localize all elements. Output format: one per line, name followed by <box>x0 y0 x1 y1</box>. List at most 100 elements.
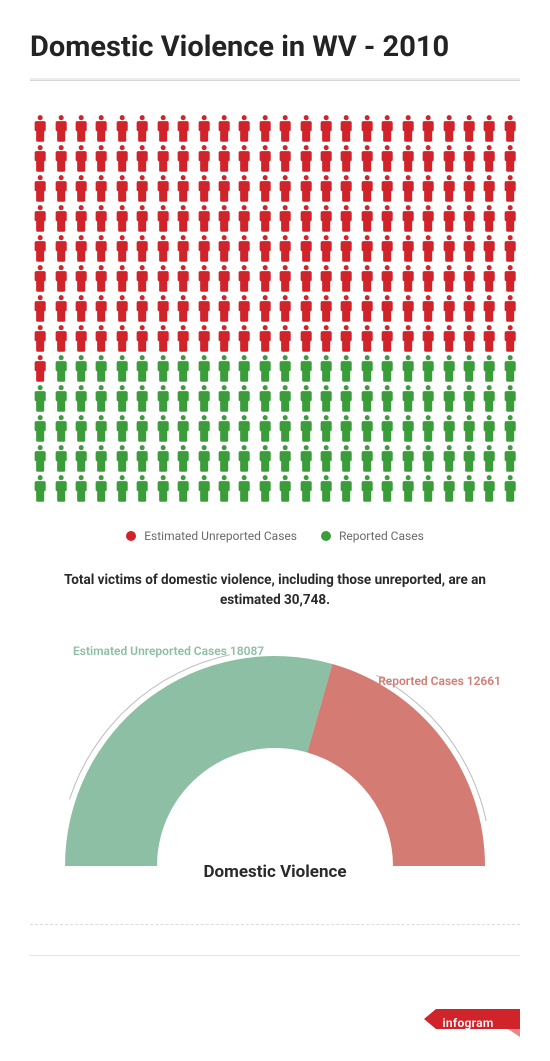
person-icon <box>256 325 274 353</box>
person-icon <box>72 355 90 383</box>
person-icon <box>501 475 519 503</box>
person-icon <box>399 325 417 353</box>
person-icon <box>113 415 131 443</box>
person-icon <box>378 445 396 473</box>
infogram-ribbon[interactable]: infogram <box>424 1009 520 1037</box>
person-icon <box>133 235 151 263</box>
person-icon <box>501 145 519 173</box>
person-icon <box>460 235 478 263</box>
person-icon <box>460 415 478 443</box>
person-icon <box>378 145 396 173</box>
person-icon <box>52 475 70 503</box>
person-icon <box>480 385 498 413</box>
person-icon <box>52 295 70 323</box>
person-icon <box>195 205 213 233</box>
person-icon <box>276 235 294 263</box>
person-icon <box>297 325 315 353</box>
person-icon <box>174 205 192 233</box>
person-icon <box>419 235 437 263</box>
person-icon <box>317 475 335 503</box>
legend-item-unreported: Estimated Unreported Cases <box>126 529 297 543</box>
person-icon <box>72 295 90 323</box>
person-icon <box>297 445 315 473</box>
person-icon <box>195 145 213 173</box>
person-icon <box>480 475 498 503</box>
person-icon <box>235 235 253 263</box>
person-icon <box>256 175 274 203</box>
person-icon <box>501 205 519 233</box>
person-icon <box>297 295 315 323</box>
person-icon <box>72 235 90 263</box>
person-icon <box>399 235 417 263</box>
person-icon <box>31 235 49 263</box>
person-icon <box>297 175 315 203</box>
person-icon <box>337 445 355 473</box>
gauge-chart: Estimated Unreported Cases 18087 Reporte… <box>30 650 520 910</box>
person-icon <box>92 325 110 353</box>
legend-dot-unreported <box>126 531 136 541</box>
person-icon <box>215 385 233 413</box>
person-icon <box>31 445 49 473</box>
person-icon <box>297 355 315 383</box>
person-icon <box>52 355 70 383</box>
person-icon <box>358 415 376 443</box>
person-icon <box>235 145 253 173</box>
person-icon <box>378 475 396 503</box>
person-icon <box>72 445 90 473</box>
person-icon <box>358 115 376 143</box>
person-icon <box>440 325 458 353</box>
person-icon <box>154 475 172 503</box>
person-icon <box>174 355 192 383</box>
person-icon <box>113 235 131 263</box>
person-icon <box>480 205 498 233</box>
person-icon <box>460 175 478 203</box>
person-icon <box>378 355 396 383</box>
person-icon <box>92 115 110 143</box>
person-icon <box>297 415 315 443</box>
person-icon <box>256 445 274 473</box>
person-icon <box>195 445 213 473</box>
person-icon <box>317 385 335 413</box>
person-icon <box>256 385 274 413</box>
person-icon <box>378 265 396 293</box>
person-icon <box>72 205 90 233</box>
person-icon <box>235 445 253 473</box>
person-icon <box>337 205 355 233</box>
person-icon <box>72 475 90 503</box>
person-icon <box>337 355 355 383</box>
person-icon <box>195 295 213 323</box>
person-icon <box>113 385 131 413</box>
person-icon <box>31 145 49 173</box>
person-icon <box>92 355 110 383</box>
person-icon <box>113 445 131 473</box>
person-icon <box>501 325 519 353</box>
person-icon <box>195 415 213 443</box>
person-icon <box>92 205 110 233</box>
person-icon <box>276 415 294 443</box>
person-icon <box>31 295 49 323</box>
person-icon <box>358 205 376 233</box>
legend-item-reported: Reported Cases <box>321 529 424 543</box>
person-icon <box>501 115 519 143</box>
person-icon <box>256 415 274 443</box>
person-icon <box>337 415 355 443</box>
person-icon <box>460 205 478 233</box>
person-icon <box>235 265 253 293</box>
person-icon <box>174 415 192 443</box>
person-icon <box>297 145 315 173</box>
person-icon <box>256 205 274 233</box>
person-icon <box>256 355 274 383</box>
person-icon <box>72 415 90 443</box>
person-icon <box>31 205 49 233</box>
person-icon <box>501 175 519 203</box>
gauge-label-unreported: Estimated Unreported Cases 18087 <box>73 644 264 658</box>
gauge-label-reported: Reported Cases 12661 <box>378 674 501 688</box>
person-icon <box>399 265 417 293</box>
person-icon <box>52 235 70 263</box>
legend-label-unreported: Estimated Unreported Cases <box>144 529 297 543</box>
person-icon <box>154 145 172 173</box>
person-icon <box>72 325 90 353</box>
person-icon <box>378 295 396 323</box>
person-icon <box>256 475 274 503</box>
person-icon <box>378 205 396 233</box>
